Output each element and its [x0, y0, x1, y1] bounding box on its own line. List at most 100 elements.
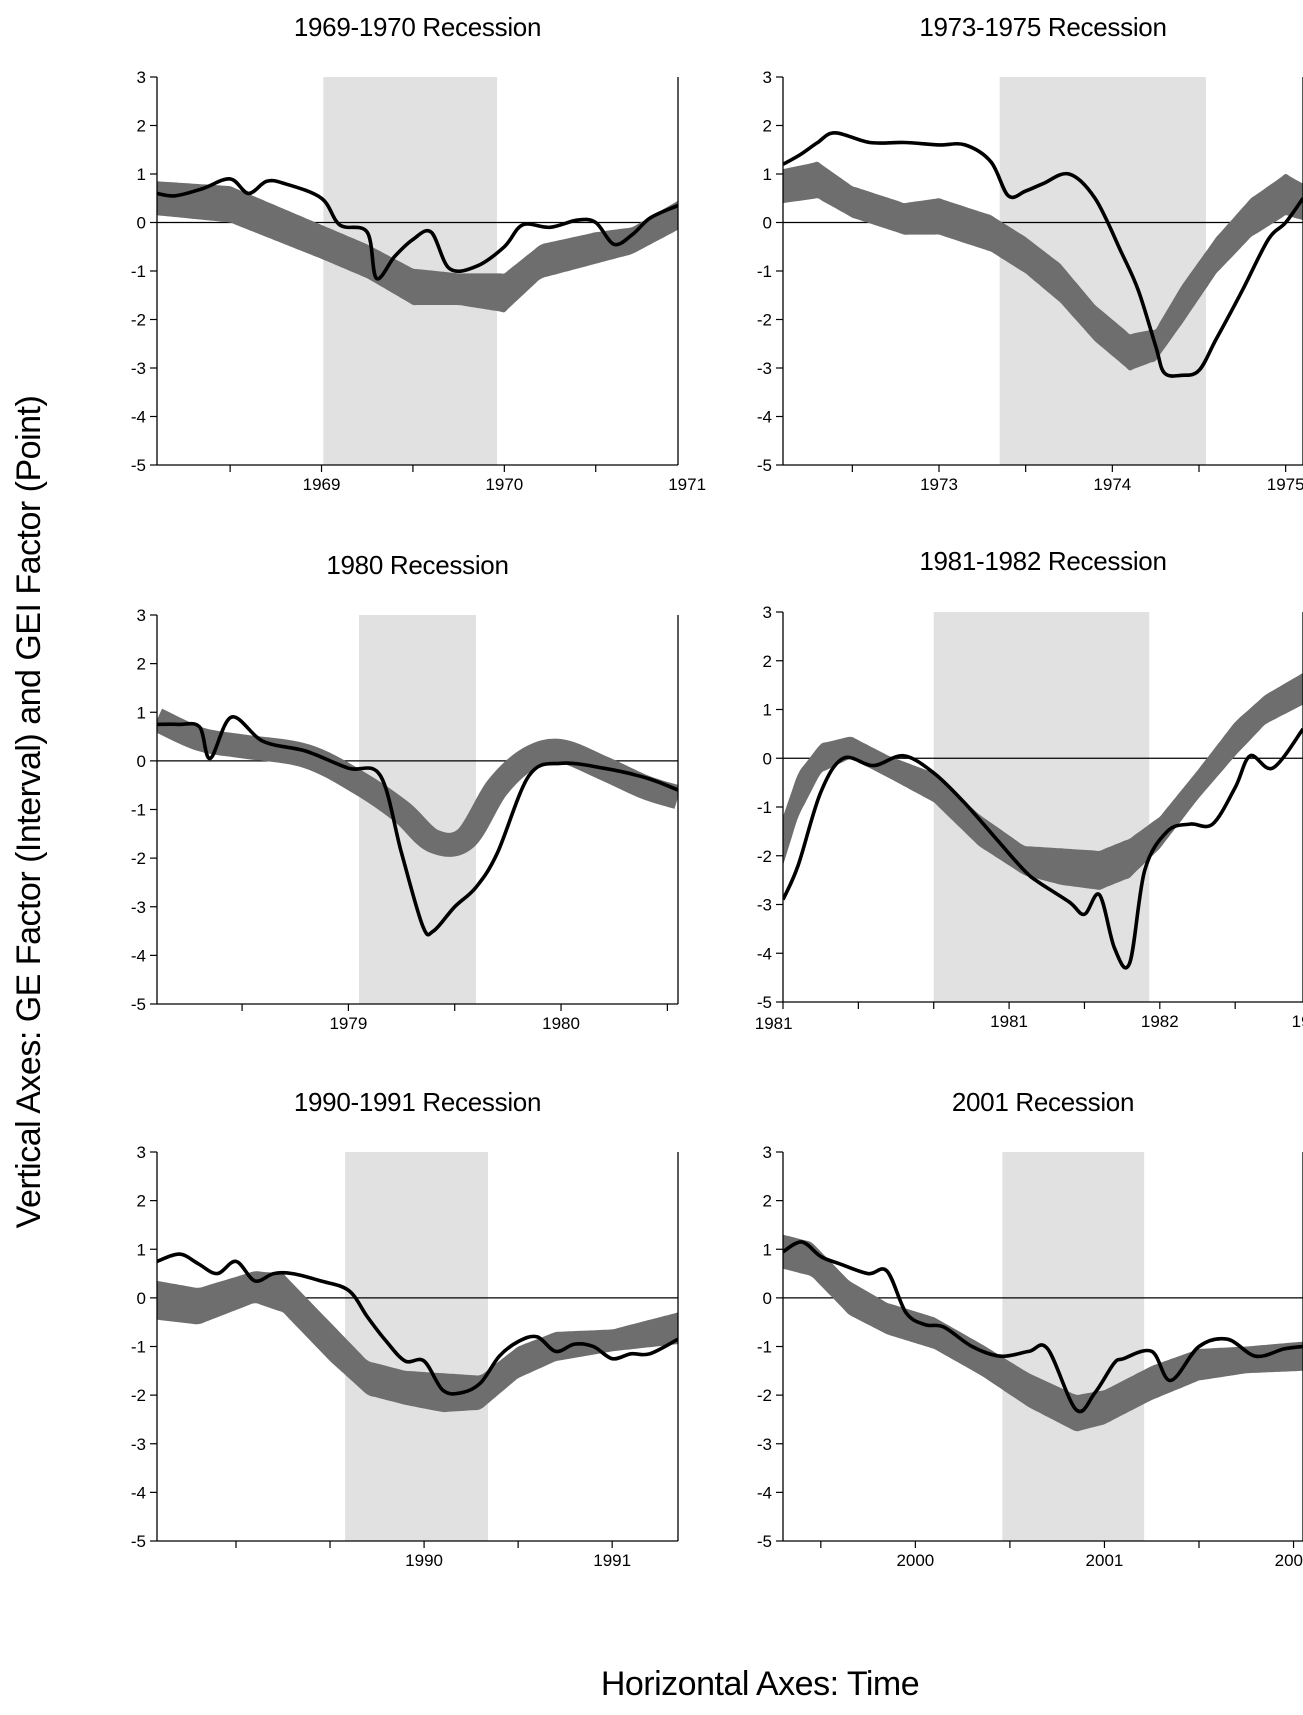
y-tick-label: -4	[757, 1483, 772, 1502]
y-tick-label: 0	[137, 1289, 146, 1308]
y-tick-label: 1	[763, 701, 772, 720]
plot-area	[783, 131, 1303, 378]
y-tick-label: 0	[137, 752, 146, 771]
y-tick-label: -2	[131, 311, 146, 330]
y-tick-label: 0	[763, 749, 772, 768]
y-tick-label: 2	[763, 1192, 772, 1211]
y-tick-label: -3	[757, 1435, 772, 1454]
x-tick-label: 1969	[303, 475, 341, 494]
y-tick-label: 3	[763, 68, 772, 87]
y-tick-label: -1	[757, 798, 772, 817]
y-tick-label: -2	[757, 847, 772, 866]
y-tick-label: 1	[137, 703, 146, 722]
panel-3: 1980 Recession 3 2 1 0 -1 -2 -3 -4 -5 1979 1980 1981	[131, 550, 793, 1033]
y-tick-label: -3	[757, 359, 772, 378]
y-tick-label: 3	[137, 1143, 146, 1162]
y-axis-label: Vertical Axes: GE Factor (Interval) and …	[10, 396, 48, 1229]
y-tick-label: 1	[763, 165, 772, 184]
y-tick-label: 3	[137, 606, 146, 625]
panel-title: 1990-1991 Recession	[294, 1087, 541, 1117]
plot-area	[783, 1234, 1303, 1432]
plot-area	[157, 177, 678, 313]
y-tick-label: -4	[757, 408, 772, 427]
plot-area	[157, 708, 678, 937]
panel-title: 1969-1970 Recession	[294, 12, 541, 42]
ge-interval-band	[157, 181, 678, 313]
x-tick-label: 1990	[405, 1551, 443, 1570]
x-tick-label: 1974	[1093, 475, 1131, 494]
y-tick-label: -5	[131, 456, 146, 475]
recession-shade	[359, 615, 476, 1004]
y-tick-label: -5	[131, 1532, 146, 1551]
y-tick-label: -4	[757, 944, 772, 963]
y-tick-label: 2	[137, 117, 146, 136]
panel-title: 1980 Recession	[326, 550, 508, 580]
gei-point-line	[157, 715, 678, 937]
y-tick-label: 0	[137, 214, 146, 233]
y-tick-label: -1	[131, 1338, 146, 1357]
y-tick-label: -3	[131, 359, 146, 378]
y-tick-label: -2	[131, 849, 146, 868]
y-tick-label: -1	[131, 801, 146, 820]
x-tick-label: 1971	[668, 475, 706, 494]
x-tick-label: 1983	[1292, 1012, 1303, 1031]
y-tick-label: -3	[131, 898, 146, 917]
panel-6: 2001 Recession 3 2 1 0 -1 -2 -3 -4 -5 2000 2001 2002	[757, 1087, 1303, 1570]
y-tick-label: 2	[137, 1192, 146, 1211]
plot-area	[783, 672, 1303, 970]
recession-shade	[1002, 1152, 1145, 1541]
y-tick-label: -4	[131, 408, 146, 427]
y-tick-label: -1	[131, 262, 146, 281]
x-tick-label: 1982	[1141, 1012, 1179, 1031]
y-tick-label: -5	[757, 993, 772, 1012]
y-tick-label: -4	[131, 1483, 146, 1502]
x-tick-label: 2001	[1086, 1551, 1124, 1570]
panel-1: 1969-1970 Recession 3 2 1 0 -1 -2 -3 -4 -5 1969 197…	[131, 12, 706, 494]
y-tick-label: 2	[763, 652, 772, 671]
panel-2: 1973-1975 Recession 3 2 1 0 -1 -2 -3 -4 -5 1973 197…	[757, 12, 1303, 494]
y-tick-label: -5	[757, 456, 772, 475]
x-tick-label: 1991	[593, 1551, 631, 1570]
x-tick-label: 1981	[755, 1014, 793, 1033]
gei-point-line	[157, 1252, 678, 1396]
panel-4: 1981-1982 Recession 3 2 1 0 -1 -2 -3 -4 -5 1981 198…	[757, 546, 1303, 1031]
x-tick-label: 2002	[1275, 1551, 1303, 1570]
y-tick-label: 1	[763, 1240, 772, 1259]
y-tick-label: 0	[763, 214, 772, 233]
panel-title: 2001 Recession	[952, 1087, 1134, 1117]
y-tick-label: 3	[763, 603, 772, 622]
panel-title: 1981-1982 Recession	[919, 546, 1166, 576]
y-tick-label: -3	[757, 896, 772, 915]
recession-shade	[345, 1152, 489, 1541]
x-tick-label: 1975	[1267, 475, 1303, 494]
y-tick-label: -3	[131, 1435, 146, 1454]
gei-point-line	[783, 131, 1303, 378]
x-tick-label: 1980	[542, 1014, 580, 1033]
y-tick-label: 1	[137, 165, 146, 184]
ge-interval-band	[783, 1234, 1303, 1432]
ge-interval-band	[783, 672, 1303, 890]
y-tick-label: 3	[137, 68, 146, 87]
ge-interval-band	[157, 1271, 678, 1413]
y-tick-label: 0	[763, 1289, 772, 1308]
x-tick-label: 1981	[990, 1012, 1028, 1031]
y-tick-label: -2	[131, 1386, 146, 1405]
panel-title: 1973-1975 Recession	[919, 12, 1166, 42]
y-tick-label: 2	[137, 655, 146, 674]
x-tick-label: 1979	[329, 1014, 367, 1033]
x-axis-label: Horizontal Axes: Time	[601, 1665, 919, 1703]
y-tick-label: 3	[763, 1143, 772, 1162]
gei-point-line	[157, 177, 678, 281]
y-tick-label: -2	[757, 1386, 772, 1405]
y-tick-label: -4	[131, 946, 146, 965]
y-tick-label: -2	[757, 311, 772, 330]
x-tick-label: 1970	[485, 475, 523, 494]
y-tick-label: -5	[757, 1532, 772, 1551]
panel-5: 1990-1991 Recession 3 2 1 0 -1 -2 -3 -4 -5 1990 199…	[131, 1087, 679, 1570]
y-tick-label: -5	[131, 995, 146, 1014]
gei-point-line	[783, 1240, 1303, 1414]
x-tick-label: 2000	[896, 1551, 934, 1570]
plot-area	[157, 1252, 678, 1413]
ge-interval-band	[783, 161, 1303, 371]
